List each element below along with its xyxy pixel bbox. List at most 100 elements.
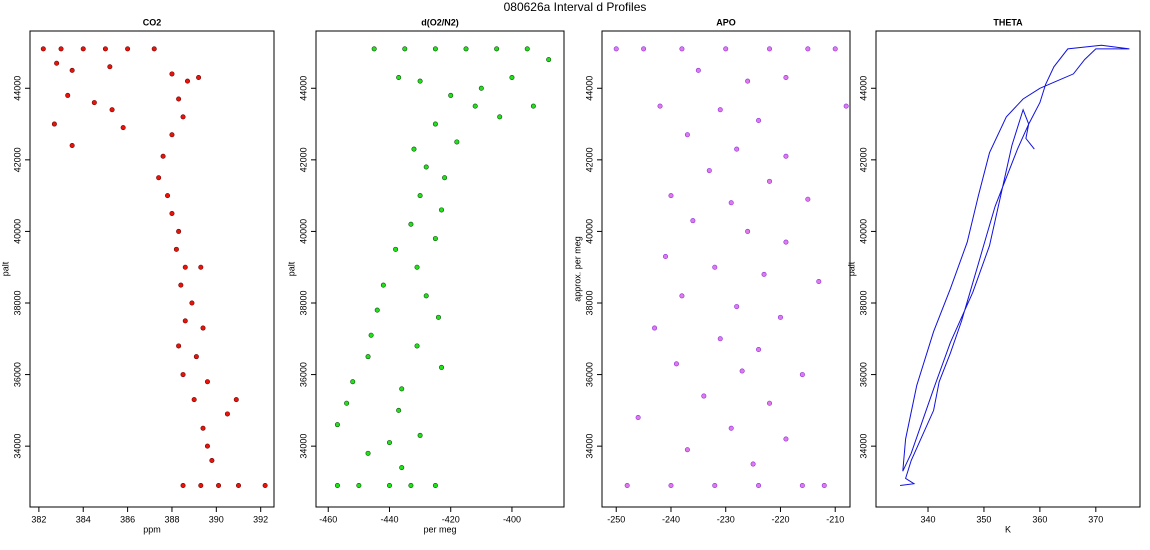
point <box>386 483 392 489</box>
point <box>399 465 405 471</box>
point <box>198 264 204 270</box>
point <box>728 425 734 431</box>
point <box>54 60 60 66</box>
point <box>417 432 423 438</box>
point <box>767 178 773 184</box>
point <box>178 282 184 288</box>
y-axis-label: palt <box>846 261 856 276</box>
point <box>756 347 762 353</box>
point <box>120 125 126 131</box>
point <box>334 483 340 489</box>
point <box>193 354 199 360</box>
point <box>734 146 740 152</box>
x-tick-label: 390 <box>209 514 224 524</box>
point <box>180 372 186 378</box>
point <box>439 207 445 213</box>
point <box>723 46 729 52</box>
point <box>728 200 734 206</box>
point <box>624 483 630 489</box>
point <box>745 78 751 84</box>
y-tick-label: 34000 <box>298 434 308 459</box>
x-tick-label: -210 <box>826 514 844 524</box>
y-tick-label: 38000 <box>298 290 308 315</box>
point <box>799 372 805 378</box>
point <box>679 46 685 52</box>
x-tick-label: 392 <box>253 514 268 524</box>
point <box>423 164 429 170</box>
point <box>509 75 515 81</box>
point <box>51 121 57 127</box>
x-tick-label: 360 <box>1032 514 1047 524</box>
y-tick-label: 38000 <box>12 290 22 315</box>
panel-title: APO <box>716 17 736 27</box>
point <box>365 354 371 360</box>
point <box>701 393 707 399</box>
point <box>439 364 445 370</box>
point <box>368 332 374 338</box>
x-tick-label: 350 <box>976 514 991 524</box>
point <box>432 483 438 489</box>
point <box>613 46 619 52</box>
page-title: 080626a Interval d Profiles <box>504 0 647 14</box>
point <box>334 422 340 428</box>
point <box>843 103 849 109</box>
point <box>356 483 362 489</box>
y-tick-label: 38000 <box>858 290 868 315</box>
plot-frame <box>29 30 275 508</box>
x-tick-label: -420 <box>442 514 460 524</box>
point <box>58 46 64 52</box>
point <box>635 415 641 421</box>
point <box>684 447 690 453</box>
plot-frame <box>875 30 1141 508</box>
point <box>432 236 438 242</box>
point <box>191 397 197 403</box>
y-axis-label: approx. per meg <box>572 236 582 302</box>
y-tick-label: 42000 <box>298 147 308 172</box>
point <box>684 132 690 138</box>
point <box>524 46 530 52</box>
point <box>169 211 175 217</box>
x-tick-label: -230 <box>717 514 735 524</box>
plot-frame <box>315 30 565 508</box>
point <box>472 103 478 109</box>
point <box>371 46 377 52</box>
point <box>767 400 773 406</box>
point <box>734 304 740 310</box>
point <box>160 153 166 159</box>
point <box>663 253 669 259</box>
point <box>204 379 210 385</box>
x-tick-label: -240 <box>662 514 680 524</box>
point <box>224 411 230 417</box>
y-tick-label: 40000 <box>858 219 868 244</box>
point <box>216 483 222 489</box>
point <box>756 117 762 123</box>
point <box>156 175 162 181</box>
point <box>783 75 789 81</box>
point <box>805 46 811 52</box>
point <box>176 228 182 234</box>
y-tick-label: 36000 <box>858 362 868 387</box>
point <box>180 114 186 120</box>
point <box>196 75 202 81</box>
point <box>777 314 783 320</box>
point <box>176 343 182 349</box>
x-axis-label: per meg <box>423 524 456 534</box>
y-tick-label: 36000 <box>298 362 308 387</box>
point <box>805 196 811 202</box>
point <box>402 46 408 52</box>
point <box>454 139 460 145</box>
point <box>69 143 75 149</box>
point <box>463 46 469 52</box>
point <box>739 368 745 374</box>
point <box>198 483 204 489</box>
point <box>204 443 210 449</box>
point <box>712 264 718 270</box>
point <box>695 67 701 73</box>
panel-title: d(O2/N2) <box>421 17 459 27</box>
point <box>668 483 674 489</box>
point <box>125 46 131 52</box>
y-tick-label: 42000 <box>12 147 22 172</box>
x-axis-label: ppm <box>143 524 161 534</box>
y-tick-label: 44000 <box>12 76 22 101</box>
point <box>717 107 723 113</box>
